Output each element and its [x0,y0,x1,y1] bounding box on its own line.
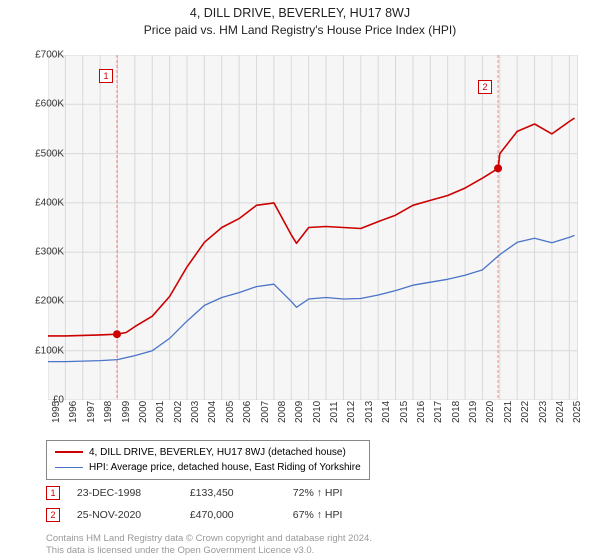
x-tick: 2001 [155,401,166,423]
sale-price-2: £470,000 [190,509,290,521]
x-tick: 2024 [555,401,566,423]
legend: 4, DILL DRIVE, BEVERLEY, HU17 8WJ (detac… [46,440,370,480]
sale-marker-label: 1 [99,69,113,83]
y-tick: £200K [35,296,64,307]
x-tick: 1999 [121,401,132,423]
x-tick: 1996 [68,401,79,423]
sale-row-2: 2 25-NOV-2020 £470,000 67% ↑ HPI [46,508,342,522]
x-tick: 2015 [399,401,410,423]
sale-marker-label: 2 [478,80,492,94]
sale-pct-2: 67% ↑ HPI [293,509,343,521]
sale-date-2: 25-NOV-2020 [77,509,187,521]
x-tick: 2004 [207,401,218,423]
sale-row-1: 1 23-DEC-1998 £133,450 72% ↑ HPI [46,486,342,500]
y-tick: £500K [35,148,64,159]
x-tick: 2023 [538,401,549,423]
sale-date-1: 23-DEC-1998 [77,487,187,499]
x-tick: 2021 [503,401,514,423]
x-tick: 2005 [225,401,236,423]
chart-title: 4, DILL DRIVE, BEVERLEY, HU17 8WJ [0,0,600,20]
x-tick: 2010 [312,401,323,423]
x-tick: 1998 [103,401,114,423]
x-tick: 2007 [260,401,271,423]
sale-price-1: £133,450 [190,487,290,499]
footer-line-1: Contains HM Land Registry data © Crown c… [46,533,372,545]
x-tick: 2002 [173,401,184,423]
x-tick: 2013 [364,401,375,423]
x-tick: 2016 [416,401,427,423]
x-tick: 2019 [468,401,479,423]
x-tick: 2018 [451,401,462,423]
x-tick: 2009 [294,401,305,423]
x-tick: 2012 [346,401,357,423]
x-tick: 2011 [329,401,340,423]
x-tick: 2017 [433,401,444,423]
y-tick: £400K [35,197,64,208]
x-tick: 2014 [381,401,392,423]
legend-label-1: 4, DILL DRIVE, BEVERLEY, HU17 8WJ (detac… [89,447,346,458]
legend-item-1: 4, DILL DRIVE, BEVERLEY, HU17 8WJ (detac… [55,445,361,460]
legend-swatch-2 [55,467,83,468]
y-tick: £700K [35,50,64,61]
y-tick: £100K [35,345,64,356]
legend-item-2: HPI: Average price, detached house, East… [55,460,361,475]
x-tick: 2006 [242,401,253,423]
legend-swatch-1 [55,451,83,453]
y-tick: £300K [35,247,64,258]
chart-area [48,55,578,400]
x-tick: 1995 [51,401,62,423]
chart-svg [48,55,578,400]
x-tick: 1997 [86,401,97,423]
chart-subtitle: Price paid vs. HM Land Registry's House … [0,23,600,37]
x-tick: 2020 [485,401,496,423]
footer-line-2: This data is licensed under the Open Gov… [46,545,314,557]
x-tick: 2003 [190,401,201,423]
x-tick: 2000 [138,401,149,423]
sale-marker-box-2: 2 [46,508,60,522]
sale-marker-box-1: 1 [46,486,60,500]
y-tick: £600K [35,99,64,110]
legend-label-2: HPI: Average price, detached house, East… [89,462,361,473]
sale-pct-1: 72% ↑ HPI [293,487,343,499]
x-tick: 2008 [277,401,288,423]
x-tick: 2025 [572,401,583,423]
x-tick: 2022 [520,401,531,423]
